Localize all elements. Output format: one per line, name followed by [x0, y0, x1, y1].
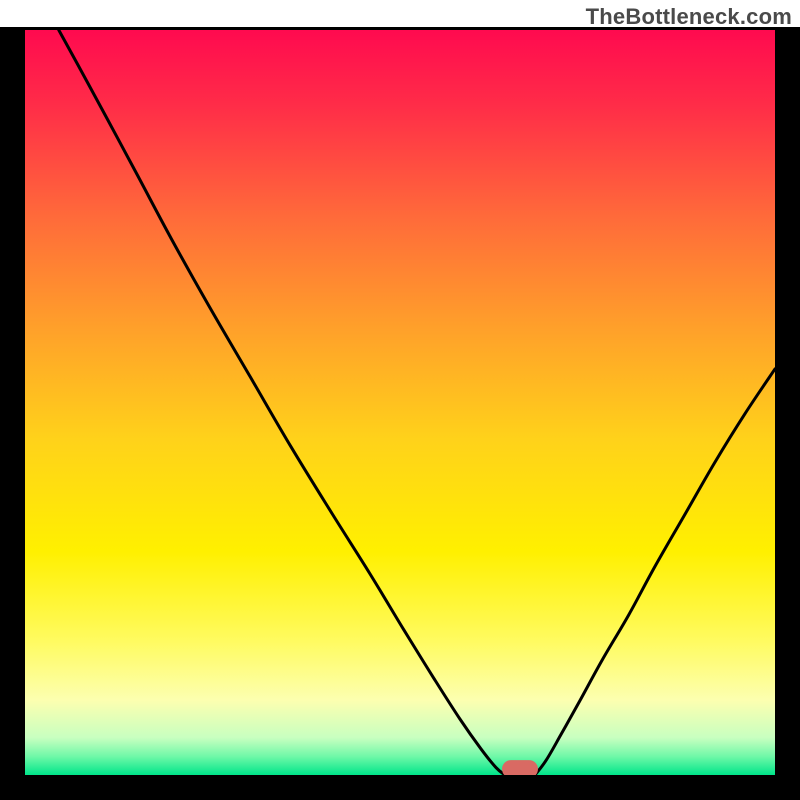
chart-container: TheBottleneck.com: [0, 0, 800, 800]
watermark-text: TheBottleneck.com: [586, 4, 792, 30]
plot-background: [25, 30, 775, 775]
border-bottom: [0, 775, 800, 800]
chart-svg: [0, 0, 800, 800]
border-left: [0, 27, 25, 800]
border-right: [775, 27, 800, 800]
